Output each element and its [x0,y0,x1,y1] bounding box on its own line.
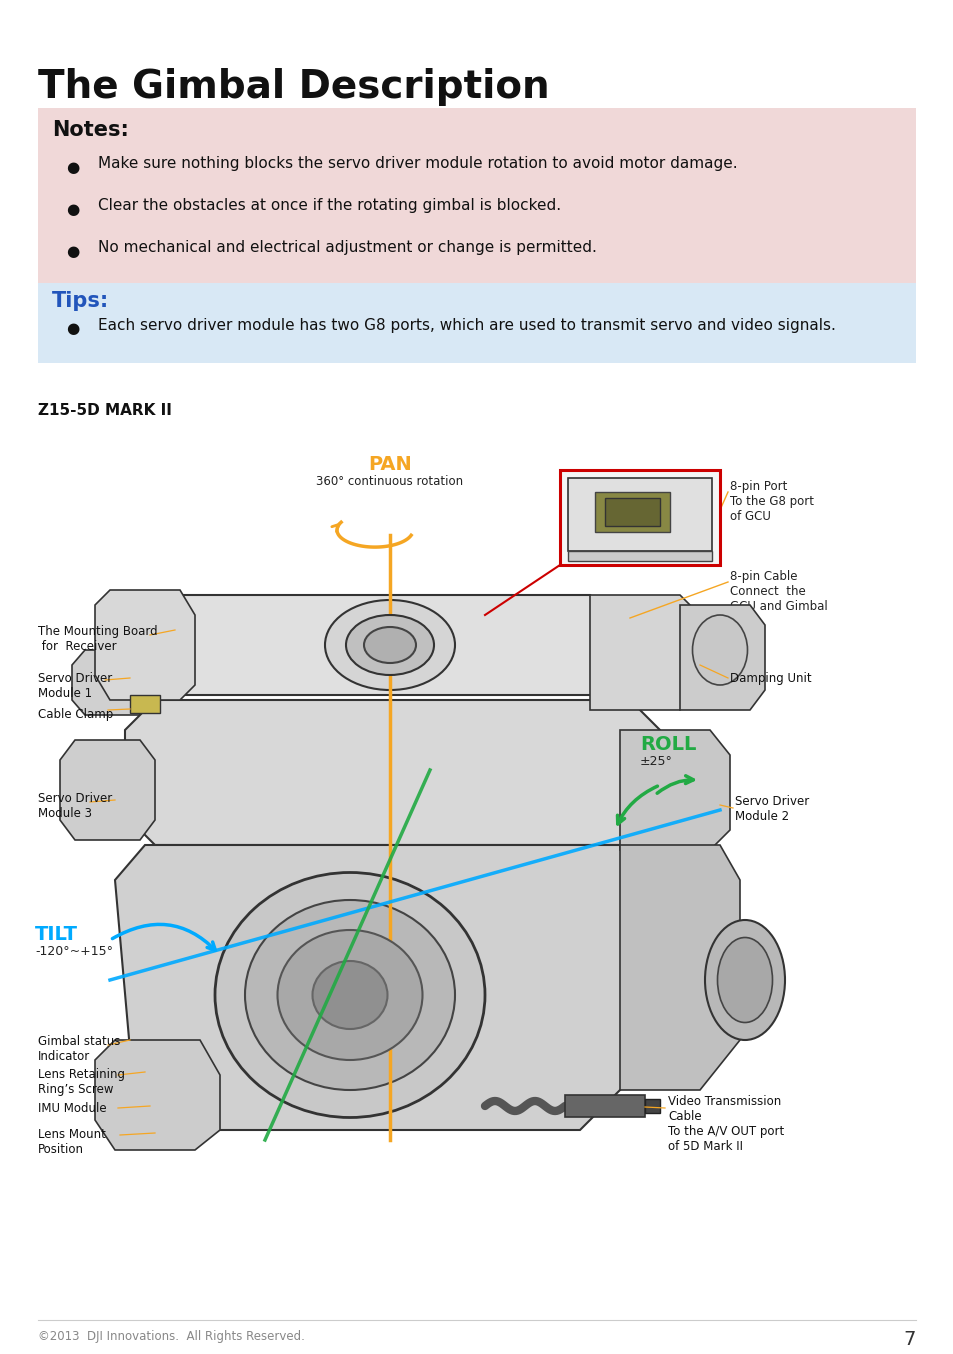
Text: The Mounting Board
 for  Receiver: The Mounting Board for Receiver [38,626,157,653]
Text: Gimbal status
Indicator: Gimbal status Indicator [38,1034,120,1063]
Text: IMU Module: IMU Module [38,1102,107,1114]
Polygon shape [679,605,764,709]
Text: Each servo driver module has two G8 ports, which are used to transmit servo and : Each servo driver module has two G8 port… [98,318,835,333]
Polygon shape [115,845,659,1131]
Text: PAN: PAN [368,455,412,474]
Bar [564,1095,644,1117]
Polygon shape [95,590,194,700]
Polygon shape [71,650,158,715]
Ellipse shape [325,600,455,691]
Ellipse shape [245,900,455,1090]
Bar [38,108,915,283]
Bar [38,283,915,363]
Bar [644,1099,659,1113]
Polygon shape [619,845,740,1090]
Polygon shape [619,730,729,850]
Polygon shape [60,741,154,839]
Ellipse shape [717,937,772,1022]
Polygon shape [589,594,700,709]
Text: 7: 7 [902,1330,915,1349]
Text: The Gimbal Description: The Gimbal Description [38,68,549,106]
Text: 8-pin Cable
Connect  the
GCU and Gimbal: 8-pin Cable Connect the GCU and Gimbal [729,570,827,613]
Text: 360° continuous rotation: 360° continuous rotation [316,475,463,487]
Ellipse shape [313,961,387,1029]
Bar [130,695,160,714]
Text: Notes:: Notes: [52,121,129,139]
Text: ©2013  DJI Innovations.  All Rights Reserved.: ©2013 DJI Innovations. All Rights Reserv… [38,1330,305,1343]
Bar [595,492,669,532]
Text: ●: ● [66,160,79,175]
Text: Lens Retaining
Ring’s Screw: Lens Retaining Ring’s Screw [38,1068,125,1095]
Text: Clear the obstacles at once if the rotating gimbal is blocked.: Clear the obstacles at once if the rotat… [98,198,560,213]
Polygon shape [145,594,619,695]
Text: Servo Driver
Module 1: Servo Driver Module 1 [38,672,112,700]
Polygon shape [95,1040,220,1150]
Text: No mechanical and electrical adjustment or change is permitted.: No mechanical and electrical adjustment … [98,240,597,255]
Text: Damping Unit: Damping Unit [729,672,811,685]
Ellipse shape [277,930,422,1060]
Text: Video Transmission
Cable
To the A/V OUT port
of 5D Mark II: Video Transmission Cable To the A/V OUT … [667,1095,783,1154]
Text: ±25°: ±25° [639,756,672,768]
Text: Tips:: Tips: [52,291,110,311]
Bar [604,498,659,525]
Text: TILT: TILT [35,925,78,944]
Polygon shape [125,700,659,845]
Ellipse shape [214,872,484,1117]
Ellipse shape [704,919,784,1040]
Text: ROLL: ROLL [639,735,696,754]
Text: Z15-5D MARK II: Z15-5D MARK II [38,403,172,418]
Text: Servo Driver
Module 2: Servo Driver Module 2 [734,795,808,823]
Ellipse shape [692,615,747,685]
Bar [567,551,711,561]
Bar [567,478,711,551]
Ellipse shape [364,627,416,663]
Text: ●: ● [66,202,79,217]
Text: ●: ● [66,321,79,336]
Text: Lens Mount
Position: Lens Mount Position [38,1128,106,1156]
Ellipse shape [346,615,434,676]
Text: Cable Clamp: Cable Clamp [38,708,113,720]
Text: Make sure nothing blocks the servo driver module rotation to avoid motor damage.: Make sure nothing blocks the servo drive… [98,156,737,171]
Text: Servo Driver
Module 3: Servo Driver Module 3 [38,792,112,821]
Text: 8-pin Port
To the G8 port
of GCU: 8-pin Port To the G8 port of GCU [729,481,813,523]
Bar [559,470,720,565]
Text: ●: ● [66,244,79,259]
Text: -120°~+15°: -120°~+15° [35,945,112,959]
